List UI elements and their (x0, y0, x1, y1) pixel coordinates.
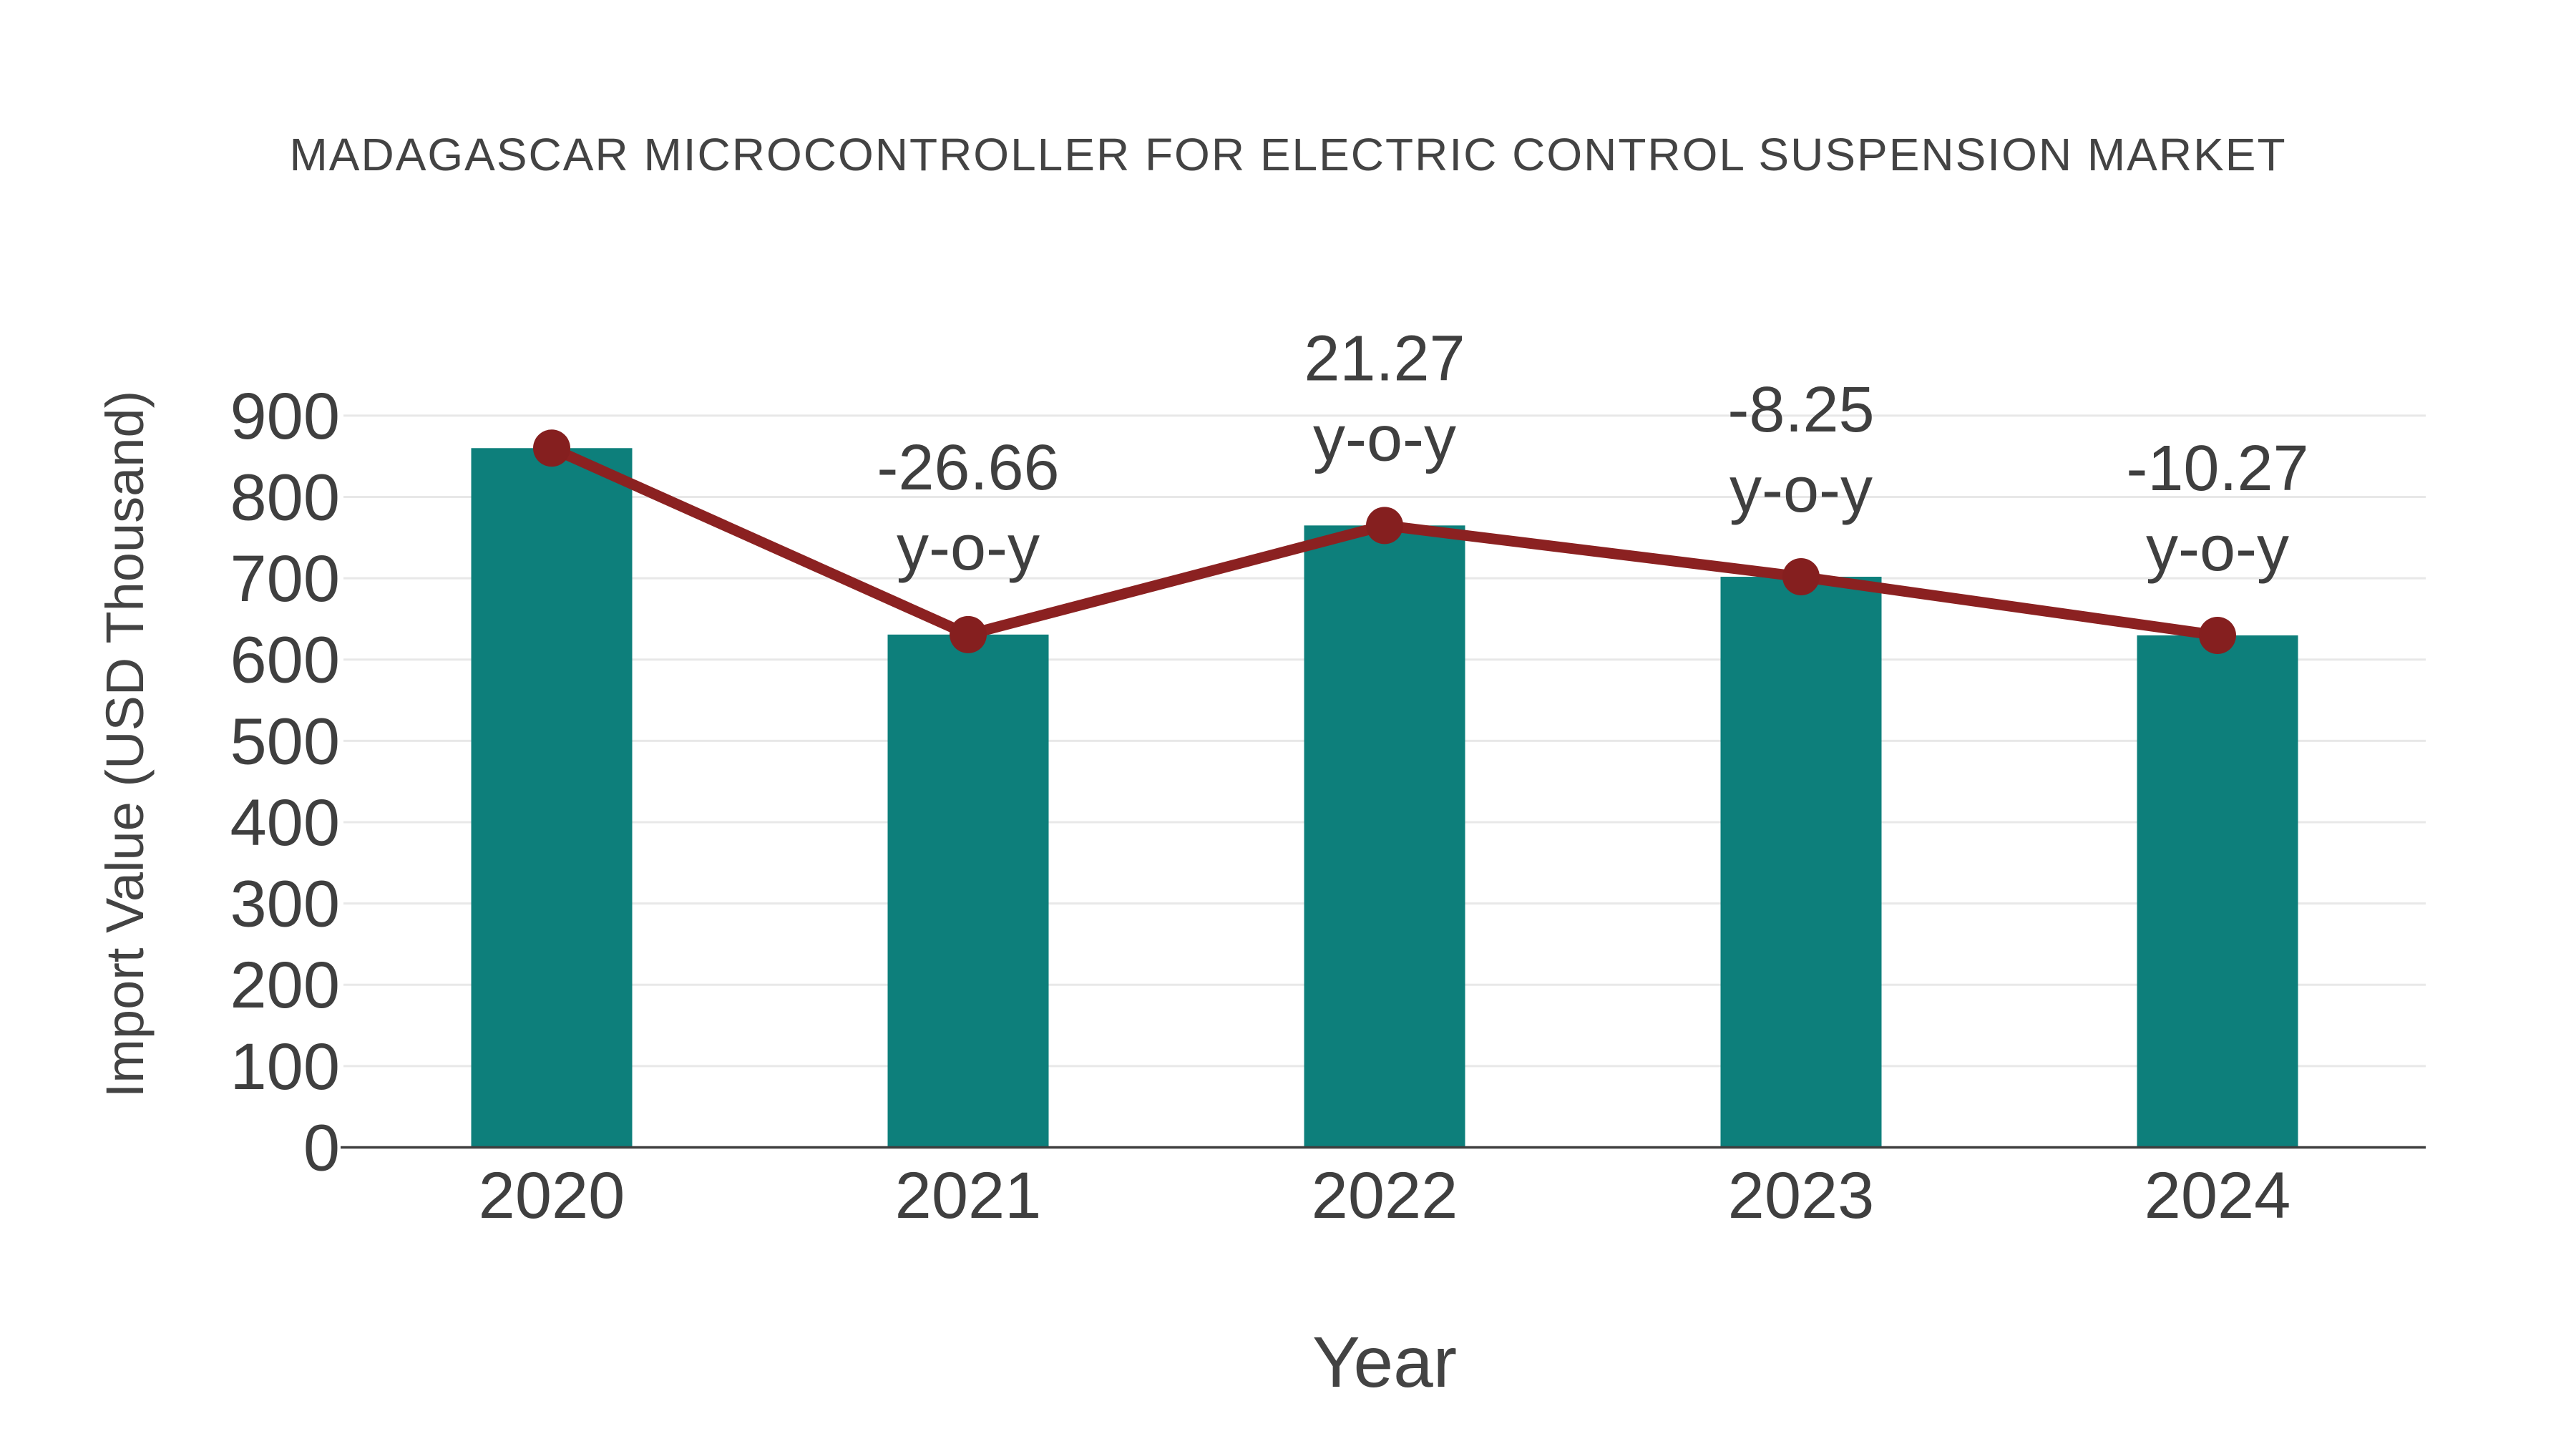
x-tick-label-2023: 2023 (1728, 1159, 1875, 1232)
annotation-value-2022: 21.27 (1304, 323, 1465, 394)
annotation-value-2024: -10.27 (2126, 433, 2308, 504)
bar-2023 (1720, 577, 1882, 1148)
trend-marker-2021 (950, 615, 987, 653)
x-tick-label-2024: 2024 (2145, 1159, 2291, 1232)
bar-2022 (1304, 525, 1465, 1148)
bar-2020 (471, 448, 633, 1148)
y-tick-label-500: 500 (230, 705, 341, 778)
y-tick-label-100: 100 (230, 1030, 341, 1103)
x-tick-label-2021: 2021 (895, 1159, 1042, 1232)
bar-2024 (2137, 635, 2298, 1148)
chart-title: MADAGASCAR MICROCONTROLLER FOR ELECTRIC … (289, 129, 2287, 180)
trend-marker-2024 (2199, 616, 2236, 654)
y-tick-label-0: 0 (303, 1112, 340, 1185)
trend-marker-2022 (1366, 507, 1403, 545)
x-tick-label-2020: 2020 (479, 1159, 625, 1232)
annotation-suffix-2021: y-o-y (897, 512, 1040, 584)
x-axis-title: Year (1312, 1322, 1458, 1402)
trend-marker-2020 (533, 429, 570, 467)
annotation-suffix-2023: y-o-y (1729, 454, 1873, 526)
trend-marker-2023 (1782, 558, 1820, 596)
bar-2021 (887, 634, 1049, 1148)
y-tick-label-900: 900 (230, 380, 341, 453)
y-tick-label-300: 300 (230, 868, 341, 941)
y-tick-label-700: 700 (230, 542, 341, 615)
annotation-suffix-2024: y-o-y (2146, 513, 2289, 585)
annotation-suffix-2022: y-o-y (1313, 403, 1456, 474)
annotation-value-2023: -8.25 (1727, 374, 1874, 446)
y-tick-label-600: 600 (230, 624, 341, 697)
x-tick-label-2022: 2022 (1312, 1159, 1458, 1232)
annotation-value-2021: -26.66 (877, 432, 1059, 504)
y-axis-title: Import Value (USD Thousand) (95, 390, 155, 1098)
y-tick-label-400: 400 (230, 786, 341, 859)
y-tick-label-800: 800 (230, 461, 341, 534)
y-tick-label-200: 200 (230, 949, 341, 1022)
